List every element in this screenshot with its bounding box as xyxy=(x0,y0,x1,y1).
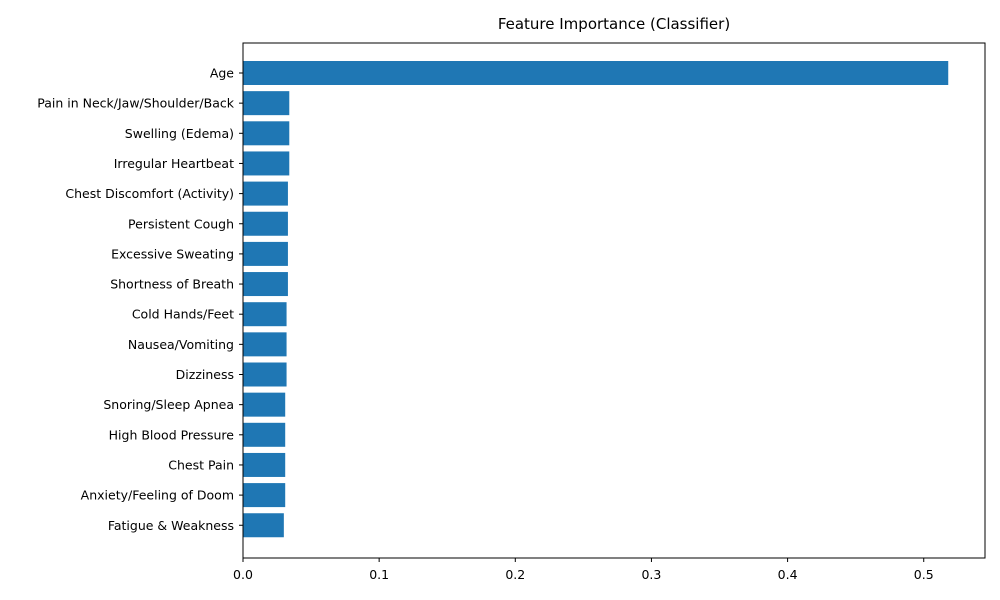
y-tick-label: Pain in Neck/Jaw/Shoulder/Back xyxy=(37,96,235,111)
bar-15 xyxy=(243,483,286,508)
y-tick-label: Excessive Sweating xyxy=(111,246,234,261)
bar-10 xyxy=(243,332,287,357)
y-tick-label: Persistent Cough xyxy=(128,216,234,231)
bar-7 xyxy=(243,241,288,266)
bar-8 xyxy=(243,272,288,297)
y-tick-label: Dizziness xyxy=(176,367,234,382)
y-tick-label: Anxiety/Feeling of Doom xyxy=(81,488,234,503)
plot-frame xyxy=(242,42,986,559)
x-axis: 0.0 0.1 0.2 0.3 0.4 0.5 xyxy=(233,558,934,582)
y-tick-label: High Blood Pressure xyxy=(109,427,235,442)
bar-1 xyxy=(243,61,949,85)
y-tick-labels: Age Pain in Neck/Jaw/Shoulder/Back Swellin… xyxy=(37,66,243,533)
y-tick-label: Irregular Heartbeat xyxy=(114,156,234,171)
bar-4 xyxy=(243,151,290,176)
x-tick-label: 0.3 xyxy=(641,567,661,582)
bar-9 xyxy=(243,302,287,327)
x-tick-label: 0.5 xyxy=(914,567,934,582)
bar-12 xyxy=(243,392,286,417)
y-tick-label: Swelling (Edema) xyxy=(125,126,234,141)
bar-6 xyxy=(243,211,288,236)
y-tick-label: Snoring/Sleep Apnea xyxy=(103,397,234,412)
y-tick-label: Cold Hands/Feet xyxy=(132,307,234,322)
y-tick-label: Nausea/Vomiting xyxy=(128,337,234,352)
x-tick-label: 0.0 xyxy=(233,567,253,582)
bar-5 xyxy=(243,181,288,206)
x-tick-label: 0.2 xyxy=(505,567,525,582)
bar-3 xyxy=(243,121,290,146)
bar-16 xyxy=(243,513,284,538)
chart-title: Feature Importance (Classifier) xyxy=(498,15,730,33)
y-tick-label: Fatigue & Weakness xyxy=(108,518,234,533)
x-tick-label: 0.1 xyxy=(369,567,389,582)
bars-group xyxy=(243,61,949,538)
y-tick-label: Chest Discomfort (Activity) xyxy=(65,186,234,201)
axes-frame xyxy=(242,42,986,559)
y-tick-label: Shortness of Breath xyxy=(110,277,234,292)
bar-11 xyxy=(243,362,287,387)
bar-2 xyxy=(243,91,290,116)
bar-14 xyxy=(243,452,286,477)
y-tick-label: Chest Pain xyxy=(168,457,234,472)
x-tick-label: 0.4 xyxy=(778,567,798,582)
bar-13 xyxy=(243,422,286,447)
y-tick-label: Age xyxy=(210,66,234,81)
